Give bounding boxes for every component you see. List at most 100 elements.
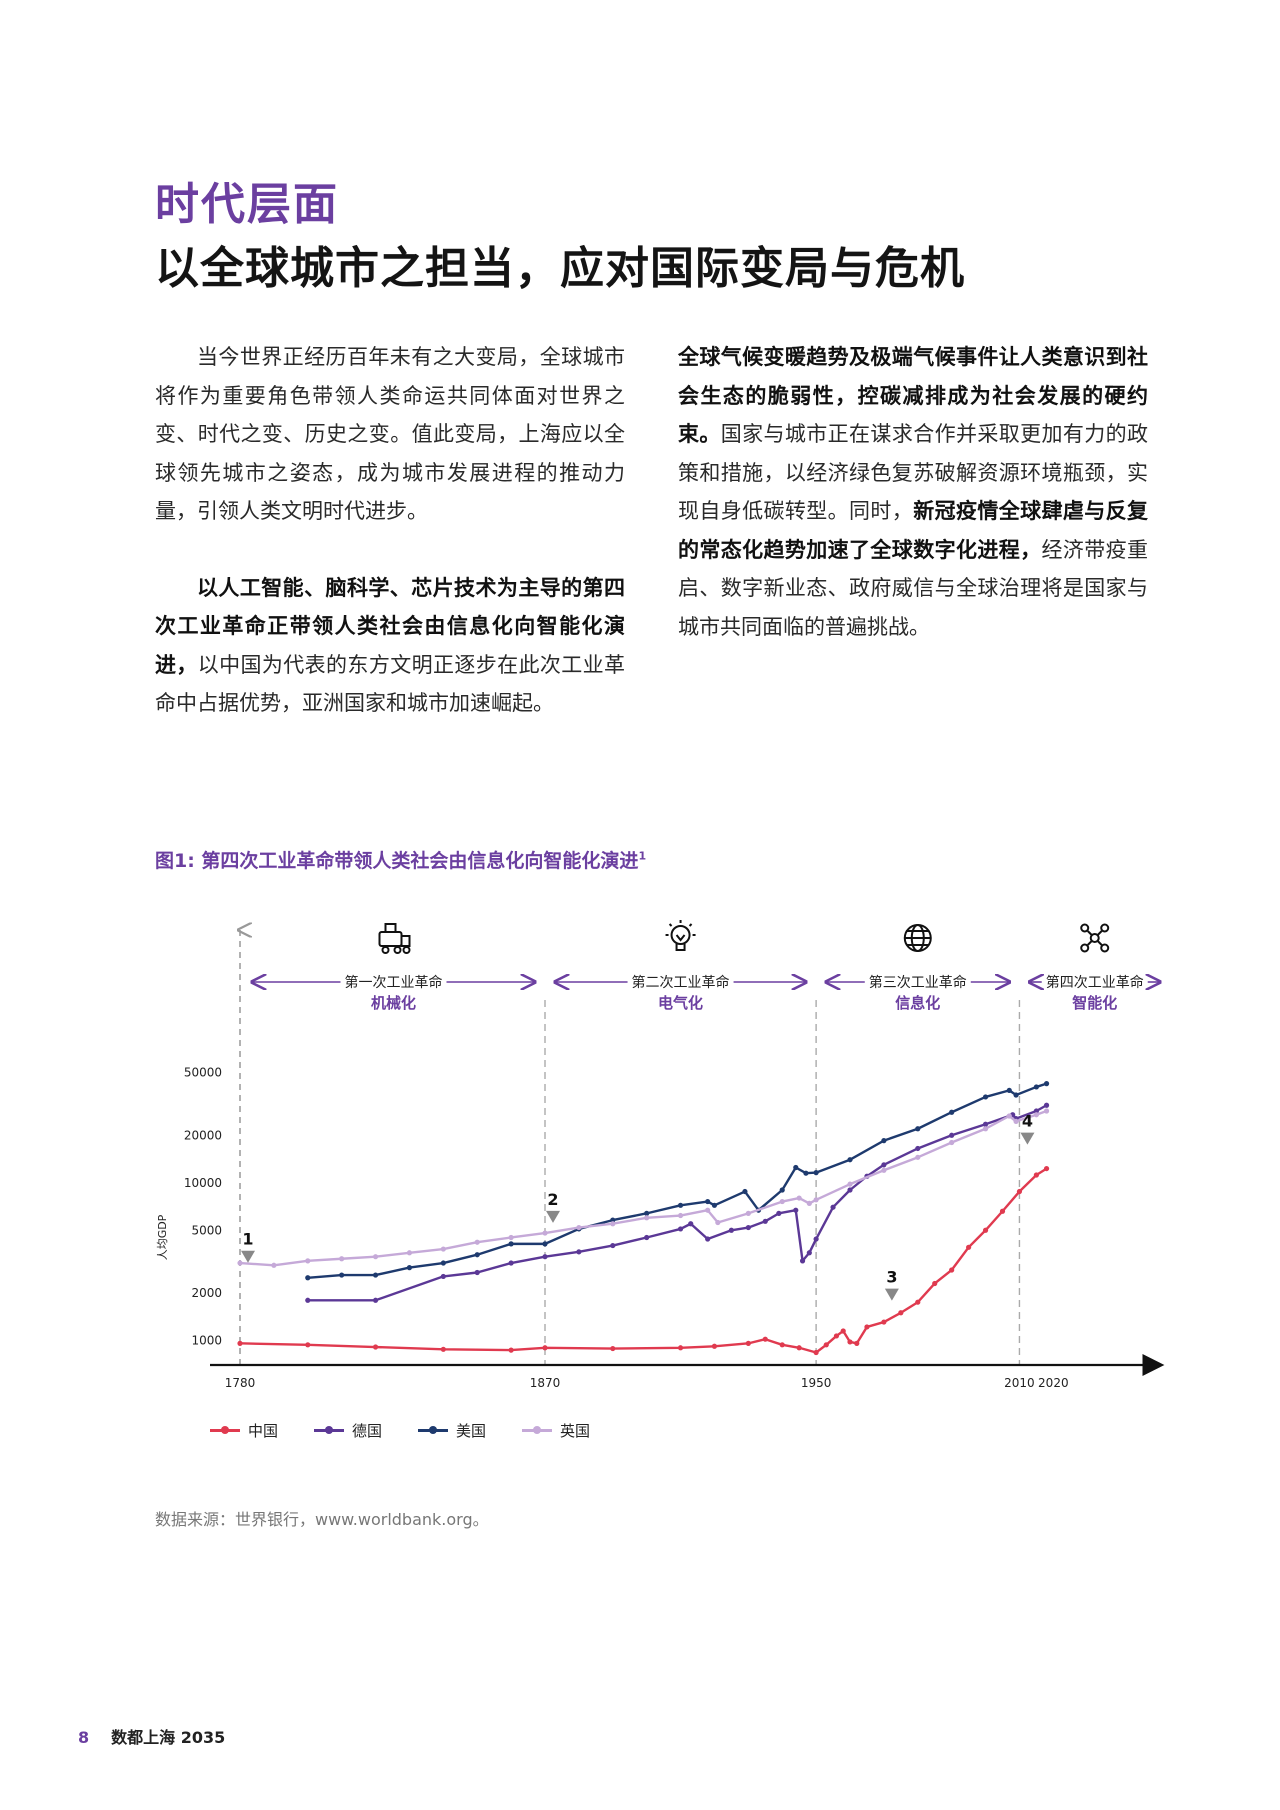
data-point [1006, 1113, 1012, 1119]
lightbulb-icon [665, 920, 696, 951]
data-point [339, 1272, 345, 1278]
legend-label: 英国 [560, 1422, 591, 1440]
annotation-marker [241, 1250, 255, 1263]
data-point [305, 1297, 311, 1303]
series-line-中国 [239, 1167, 1048, 1354]
data-point [677, 1345, 684, 1351]
x-tick-label: 1780 [225, 1376, 256, 1390]
data-point [1043, 1102, 1050, 1108]
data-point [1033, 1112, 1039, 1118]
data-point [610, 1345, 616, 1352]
data-point [644, 1215, 650, 1221]
data-point [237, 1340, 243, 1346]
data-point [1033, 1084, 1039, 1090]
data-point [644, 1234, 650, 1241]
data-point [823, 1342, 829, 1348]
legend-swatch [522, 1425, 553, 1434]
data-point [1043, 1108, 1050, 1114]
left-paragraph-2: 以人工智能、脑科学、芯片技术为主导的第四次工业革命正带领人类社会由信息化向智能化… [155, 569, 625, 723]
data-point [542, 1254, 548, 1260]
y-tick-label: 1000 [191, 1334, 222, 1348]
data-point [644, 1210, 650, 1216]
data-point [440, 1246, 446, 1252]
data-point [796, 1195, 802, 1201]
data-point [881, 1319, 887, 1325]
data-point [677, 1226, 684, 1232]
annotation-label: 3 [886, 1268, 897, 1287]
annotation-marker [1020, 1132, 1035, 1145]
y-tick-label: 50000 [184, 1065, 222, 1079]
globe-icon [903, 924, 932, 952]
data-point [799, 1258, 806, 1264]
left-paragraph-2-text: 以中国为代表的东方文明正逐步在此次工业革命中占据优势，亚洲国家和城市加速崛起。 [155, 652, 626, 716]
data-point [779, 1198, 785, 1205]
data-point [440, 1346, 446, 1352]
data-point [793, 1207, 799, 1213]
data-point [745, 1340, 751, 1346]
data-point [677, 1212, 684, 1219]
annotation-label: 4 [1022, 1112, 1033, 1131]
figure-title: 图1: 第四次工业革命带领人类社会由信息化向智能化演进1 [155, 846, 646, 873]
data-point [542, 1230, 548, 1236]
data-point [305, 1275, 311, 1281]
legend-label: 美国 [456, 1422, 487, 1440]
era-name: 第一次工业革命 [345, 974, 443, 991]
page-title: 以全球城市之担当，应对国际变局与危机 [155, 243, 965, 294]
data-point [339, 1256, 345, 1262]
data-point [762, 1336, 768, 1342]
data-point [847, 1339, 853, 1345]
legend-item: 英国 [522, 1420, 590, 1441]
data-point [372, 1297, 379, 1303]
annotation-marker [884, 1288, 899, 1301]
figure-title-text: 图1: 第四次工业革命带领人类社会由信息化向智能化演进 [155, 850, 639, 872]
era-theme: 电气化 [658, 994, 703, 1012]
data-point [305, 1342, 311, 1348]
right-paragraph: 全球气候变暖趋势及极端气候事件让人类意识到社会生态的脆弱性，控碳减排成为社会发展… [678, 338, 1148, 646]
data-point [610, 1242, 616, 1249]
x-tick-label: 1870 [530, 1376, 561, 1390]
data-point [982, 1227, 989, 1233]
right-column: 全球气候变暖趋势及极端气候事件让人类意识到社会生态的脆弱性，控碳减排成为社会发展… [678, 338, 1148, 684]
steam-train-icon [378, 923, 411, 954]
data-point [576, 1249, 582, 1255]
data-point [982, 1094, 989, 1100]
data-point [372, 1254, 379, 1260]
data-point [576, 1224, 582, 1231]
x-tick-label: 1950 [801, 1376, 832, 1390]
annotation-label: 2 [547, 1190, 558, 1209]
era-name: 第四次工业革命 [1046, 974, 1144, 991]
data-point [745, 1210, 751, 1216]
era-theme: 机械化 [371, 994, 416, 1012]
data-point [949, 1139, 955, 1146]
data-point [813, 1349, 819, 1356]
data-source: 数据来源：世界银行，www.worldbank.org。 [155, 1510, 489, 1529]
data-point [881, 1138, 887, 1144]
data-point [406, 1250, 413, 1256]
data-point [406, 1265, 413, 1271]
data-point [508, 1347, 514, 1353]
data-point [864, 1324, 870, 1330]
data-point [1033, 1172, 1039, 1178]
data-point [847, 1157, 853, 1163]
data-point [1013, 1092, 1019, 1098]
legend-item: 美国 [418, 1420, 486, 1441]
data-point [1043, 1165, 1050, 1172]
data-point [932, 1280, 938, 1287]
data-point [803, 1170, 809, 1176]
data-point [881, 1162, 887, 1168]
data-point [705, 1207, 711, 1213]
data-point [949, 1132, 955, 1138]
data-point [840, 1328, 846, 1334]
data-point [440, 1273, 446, 1280]
data-point [237, 1260, 243, 1266]
data-point [806, 1250, 812, 1256]
data-point [915, 1154, 921, 1160]
data-point [847, 1187, 853, 1193]
page-number: 8 [78, 1728, 90, 1747]
data-point [372, 1344, 379, 1350]
data-point [1013, 1118, 1019, 1124]
data-point [474, 1252, 480, 1258]
x-tick-label: 2010 [1004, 1376, 1035, 1390]
data-point [474, 1239, 480, 1245]
x-tick-label: 2020 [1038, 1376, 1069, 1390]
